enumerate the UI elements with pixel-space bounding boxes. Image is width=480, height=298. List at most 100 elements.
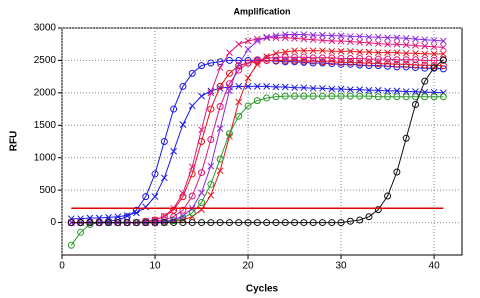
point-marker bbox=[365, 59, 373, 67]
point-marker bbox=[318, 219, 326, 227]
point-marker bbox=[226, 49, 233, 56]
point-marker bbox=[421, 93, 429, 101]
point-marker bbox=[123, 219, 131, 227]
point-marker bbox=[356, 54, 364, 62]
point-marker bbox=[402, 88, 410, 95]
point-marker bbox=[356, 59, 364, 67]
point-marker bbox=[318, 92, 326, 100]
point-marker bbox=[439, 56, 447, 64]
point-marker bbox=[384, 192, 392, 200]
point-marker bbox=[356, 92, 364, 100]
point-marker bbox=[244, 59, 252, 67]
point-marker bbox=[188, 102, 196, 110]
point-marker bbox=[235, 60, 243, 68]
point-marker bbox=[309, 54, 317, 62]
point-marker bbox=[216, 64, 224, 71]
point-marker bbox=[319, 47, 326, 55]
y-axis-label: RFU bbox=[9, 131, 20, 152]
point-marker bbox=[430, 56, 438, 64]
point-marker bbox=[179, 82, 187, 90]
point-marker bbox=[281, 34, 289, 42]
point-marker bbox=[281, 83, 289, 91]
point-marker bbox=[291, 47, 298, 55]
point-marker bbox=[188, 192, 196, 200]
point-marker bbox=[272, 83, 280, 91]
point-marker bbox=[253, 35, 261, 43]
point-marker bbox=[374, 40, 382, 47]
point-marker bbox=[421, 36, 429, 44]
point-marker bbox=[412, 49, 419, 57]
point-marker bbox=[179, 214, 187, 222]
point-marker bbox=[235, 66, 243, 74]
point-marker bbox=[374, 60, 382, 68]
point-marker bbox=[374, 55, 382, 63]
point-marker bbox=[356, 33, 364, 40]
point-marker bbox=[346, 58, 354, 66]
point-marker bbox=[142, 217, 150, 225]
point-marker bbox=[384, 55, 392, 63]
point-marker bbox=[235, 98, 243, 106]
point-marker bbox=[328, 92, 336, 100]
point-marker bbox=[430, 43, 438, 51]
point-marker bbox=[77, 228, 85, 236]
point-marker bbox=[300, 31, 308, 38]
point-marker bbox=[374, 93, 382, 101]
point-marker bbox=[216, 82, 224, 90]
point-marker bbox=[170, 219, 178, 227]
point-marker bbox=[328, 85, 336, 93]
point-marker bbox=[291, 31, 298, 38]
point-marker bbox=[198, 62, 206, 70]
point-marker bbox=[309, 59, 317, 67]
point-marker bbox=[300, 53, 308, 61]
series-markers bbox=[67, 56, 447, 227]
point-marker bbox=[67, 241, 75, 249]
point-marker bbox=[225, 219, 233, 227]
point-marker bbox=[244, 37, 252, 45]
point-marker bbox=[440, 50, 447, 58]
point-marker bbox=[328, 47, 336, 55]
point-marker bbox=[393, 168, 401, 176]
point-marker bbox=[421, 50, 429, 58]
point-marker bbox=[216, 167, 224, 175]
point-marker bbox=[384, 34, 391, 42]
point-marker bbox=[384, 60, 392, 68]
point-marker bbox=[384, 49, 391, 56]
point-marker bbox=[421, 56, 429, 64]
point-marker bbox=[179, 219, 187, 227]
y-tick-label: 3000 bbox=[34, 23, 57, 34]
point-marker bbox=[105, 214, 112, 221]
point-marker bbox=[346, 217, 354, 225]
point-marker bbox=[77, 219, 85, 227]
point-marker bbox=[291, 53, 299, 61]
point-marker bbox=[253, 219, 261, 227]
point-marker bbox=[244, 102, 252, 110]
point-marker bbox=[235, 40, 243, 48]
point-marker bbox=[226, 87, 233, 95]
point-marker bbox=[207, 191, 215, 199]
point-marker bbox=[300, 219, 308, 227]
point-marker bbox=[263, 94, 271, 102]
point-marker bbox=[225, 130, 233, 138]
point-marker bbox=[188, 69, 196, 77]
point-marker bbox=[253, 56, 261, 64]
point-marker bbox=[309, 219, 317, 227]
point-marker bbox=[393, 34, 401, 42]
point-marker bbox=[346, 54, 354, 62]
point-marker bbox=[337, 32, 345, 40]
point-marker bbox=[160, 174, 168, 182]
point-marker bbox=[188, 163, 196, 171]
point-marker bbox=[281, 48, 289, 56]
point-marker bbox=[114, 213, 122, 221]
point-marker bbox=[337, 37, 345, 45]
point-marker bbox=[337, 85, 345, 93]
point-marker bbox=[412, 35, 419, 43]
point-marker bbox=[86, 221, 94, 229]
y-tick-label: 2500 bbox=[34, 55, 57, 66]
point-marker bbox=[244, 46, 252, 53]
point-marker bbox=[151, 193, 159, 200]
point-marker bbox=[337, 47, 345, 55]
point-marker bbox=[272, 32, 280, 40]
point-marker bbox=[114, 219, 122, 227]
point-marker bbox=[430, 36, 438, 44]
point-marker bbox=[421, 77, 429, 85]
